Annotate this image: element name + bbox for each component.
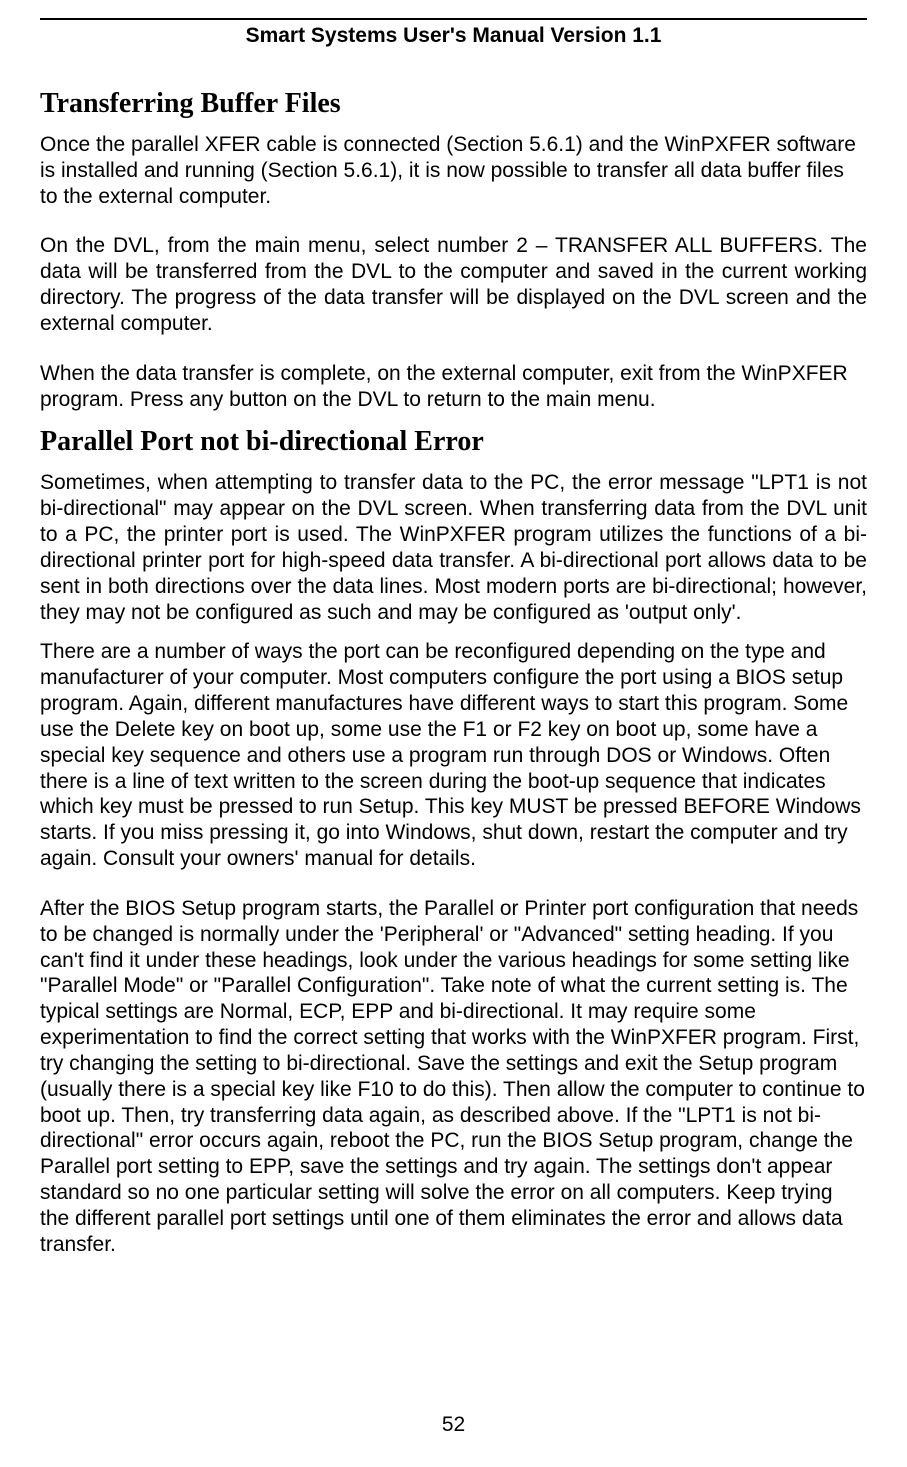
document-page: Smart Systems User's Manual Version 1.1 … xyxy=(0,0,907,1257)
section-heading-parallel-port: Parallel Port not bi-directional Error xyxy=(40,426,867,458)
paragraph: Sometimes, when attempting to transfer d… xyxy=(40,470,867,625)
paragraph: When the data transfer is complete, on t… xyxy=(40,361,867,413)
paragraph: There are a number of ways the port can … xyxy=(40,639,867,871)
paragraph: On the DVL, from the main menu, select n… xyxy=(40,233,867,336)
paragraph: Once the parallel XFER cable is connecte… xyxy=(40,132,867,209)
page-header: Smart Systems User's Manual Version 1.1 xyxy=(40,18,867,48)
section-heading-transferring: Transferring Buffer Files xyxy=(40,88,867,120)
page-number: 52 xyxy=(0,1413,907,1437)
header-title: Smart Systems User's Manual Version 1.1 xyxy=(40,24,867,48)
paragraph: After the BIOS Setup program starts, the… xyxy=(40,896,867,1258)
